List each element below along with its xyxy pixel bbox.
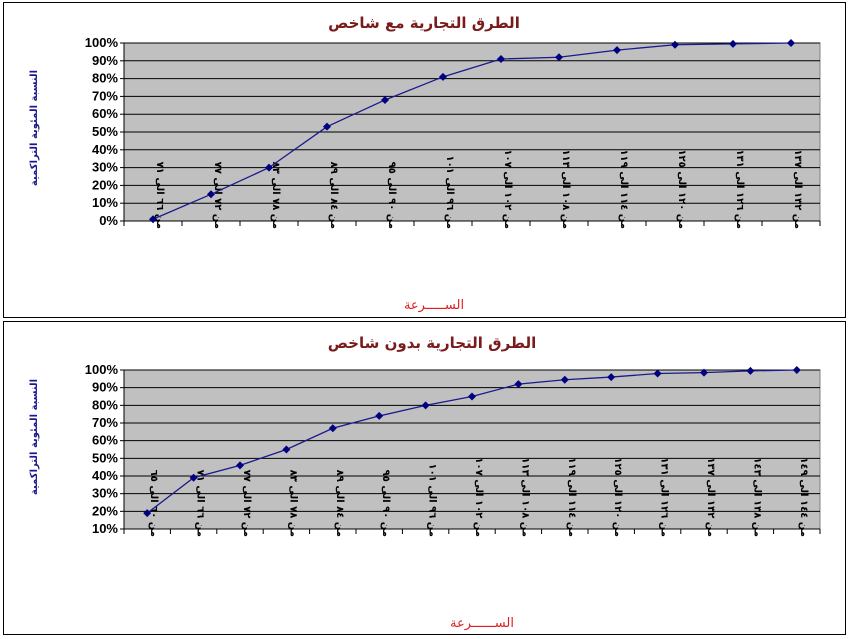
data-point <box>323 122 331 131</box>
data-point <box>746 366 755 375</box>
x-tick-label: من ٧٨ الى ٨٣ <box>270 162 281 229</box>
chart-panel-without-signs: الطرق التجارية بدون شاخص النسبة المئوية … <box>3 321 846 635</box>
x-tick-label: من ١٣٢ الى ١٣٧ <box>705 457 716 537</box>
data-point <box>560 375 569 384</box>
chart-title: الطرق التجارية بدون شاخص <box>328 334 537 352</box>
x-tick-label: من ١٠٨ الى ١١٣ <box>519 457 530 537</box>
x-tick-label: من ٧٢ الى ٧٧ <box>241 470 252 537</box>
x-tick-label: من ١٢٦ الى ١٣١ <box>734 149 745 229</box>
data-point <box>671 40 679 49</box>
y-tick-label: 50% <box>92 450 118 465</box>
data-point <box>729 39 737 48</box>
chart-with-signs: الطرق التجارية مع شاخص النسبة المئوية ال… <box>29 14 821 313</box>
x-tick-label: من ٩٦ الى ١٠١ <box>427 464 438 537</box>
x-tick-label: من ١١٤ الى ١١٩ <box>566 457 577 537</box>
x-tick-label: من ٦٦ الى ٧١ <box>154 162 165 229</box>
data-point <box>439 72 447 81</box>
y-tick-label: 40% <box>92 468 118 483</box>
y-tick-label: 40% <box>92 142 118 157</box>
data-point <box>613 46 621 55</box>
x-tick-label: من ١٠٨ الى ١١٣ <box>560 149 571 229</box>
y-tick-label: 70% <box>92 88 118 103</box>
x-tick-label: من ١١٤ الى ١١٩ <box>618 149 629 229</box>
data-point <box>468 392 476 401</box>
x-tick-label: من ٨٤ الى ٨٩ <box>328 162 339 229</box>
x-tick-label: من ٩٠ الى ٩٥ <box>386 162 397 229</box>
y-tick-label: 60% <box>92 433 118 448</box>
x-tick-label: من ٦٠ الى ٦٥ <box>148 470 159 537</box>
data-point <box>514 380 523 389</box>
data-point <box>700 368 708 377</box>
data-point <box>653 369 662 378</box>
x-tick-label: من ١٤٤ الى ١٤٩ <box>798 457 809 537</box>
y-tick-label: 30% <box>92 160 118 175</box>
y-tick-label: 90% <box>92 380 118 395</box>
y-tick-label: 0% <box>99 213 118 228</box>
data-point <box>381 95 389 104</box>
data-point <box>143 509 152 518</box>
y-tick-label: 90% <box>92 53 118 68</box>
data-point <box>149 215 157 224</box>
x-axis-label: الســـــرعة <box>404 298 464 313</box>
x-tick-label: من ٧٨ الى ٨٣ <box>287 470 298 537</box>
x-tick-label: من ١٢٠ الى ١٢٥ <box>612 457 623 537</box>
data-point <box>207 190 215 199</box>
chart-without-signs: الطرق التجارية بدون شاخص النسبة المئوية … <box>29 334 821 631</box>
x-tick-label: من ١٢٦ الى ١٣١ <box>659 457 670 537</box>
data-point <box>421 401 430 410</box>
x-tick-label: من ٦٦ الى ٧١ <box>195 470 206 537</box>
y-tick-label: 10% <box>92 195 118 210</box>
data-point <box>265 163 273 172</box>
x-tick-label: من ١٠٢ الى ١٠٧ <box>473 457 484 537</box>
data-point <box>787 39 795 47</box>
y-tick-label: 50% <box>92 124 118 139</box>
y-tick-label: 80% <box>92 71 118 86</box>
y-axis-label: النسبة المئوية التراكمية <box>29 379 40 495</box>
data-point <box>497 55 505 64</box>
data-point <box>792 366 801 374</box>
y-tick-label: 30% <box>92 486 118 501</box>
y-tick-label: 100% <box>85 35 119 50</box>
y-tick-label: 80% <box>92 397 118 412</box>
x-tick-label: من ١٣٨ الى ١٤٣ <box>751 457 762 537</box>
data-point <box>282 445 291 454</box>
chart-title: الطرق التجارية مع شاخص <box>328 14 520 32</box>
y-tick-label: 20% <box>92 177 118 192</box>
x-tick-label: من ٨٤ الى ٨٩ <box>334 470 345 537</box>
x-tick-label: من ١٠٢ الى ١٠٧ <box>502 149 513 229</box>
y-tick-label: 60% <box>92 106 118 121</box>
y-tick-label: 10% <box>92 521 118 536</box>
chart-panel-with-signs: الطرق التجارية مع شاخص النسبة المئوية ال… <box>3 2 846 318</box>
y-tick-label: 70% <box>92 415 118 430</box>
x-tick-label: من ١٢٠ الى ١٢٥ <box>676 149 687 229</box>
data-point <box>236 461 244 470</box>
x-tick-label: من ٩٦ الى ١٠١ <box>444 156 455 229</box>
data-point <box>607 373 616 382</box>
data-point <box>189 473 198 482</box>
x-axis-label: الســــــرعة <box>450 616 514 631</box>
y-tick-label: 20% <box>92 503 118 518</box>
x-tick-label: من ٩٠ الى ٩٥ <box>380 470 391 537</box>
x-tick-label: من ١٣٢ الى ١٣٧ <box>792 149 803 229</box>
data-point <box>328 424 337 433</box>
y-axis-label: النسبة المئوية التراكمية <box>29 70 40 186</box>
data-point <box>375 411 384 420</box>
series-line <box>152 42 792 220</box>
data-point <box>555 53 563 62</box>
x-tick-label: من ٧٢ الى ٧٧ <box>212 162 223 229</box>
y-tick-label: 100% <box>85 362 119 377</box>
